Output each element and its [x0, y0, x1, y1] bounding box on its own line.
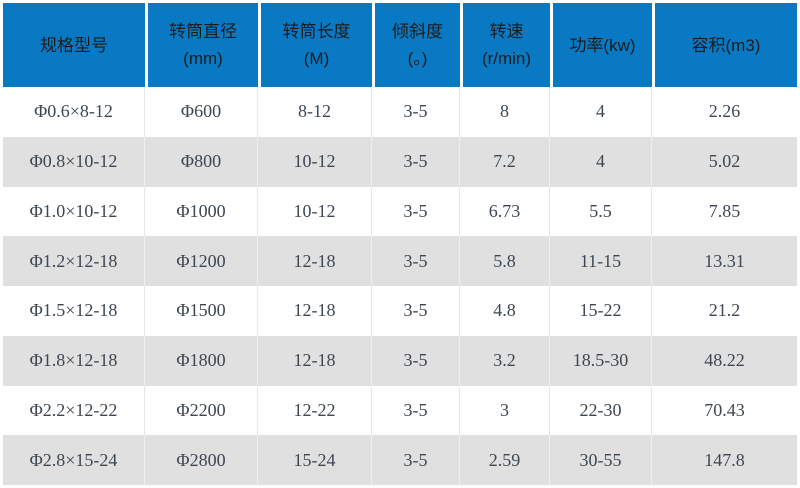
table-cell: 5.02	[652, 136, 797, 187]
table-cell: 12-18	[258, 236, 372, 286]
table-cell: 13.31	[652, 236, 797, 286]
table-cell: 147.8	[652, 435, 797, 485]
table-cell: 8	[460, 87, 550, 137]
table-cell: 11-15	[550, 236, 652, 286]
table-cell: 8-12	[258, 87, 372, 137]
header-sublabel: (。)	[407, 49, 428, 68]
table-cell: 15-22	[550, 286, 652, 336]
table-cell: 3-5	[372, 335, 460, 386]
header-label: 转速	[489, 22, 524, 41]
table-cell: Φ1.5×12-18	[3, 286, 145, 336]
table-cell: 3.2	[460, 335, 550, 386]
header-label: 转筒长度	[282, 22, 351, 41]
table-cell: 30-55	[550, 435, 652, 485]
table-cell: Φ0.8×10-12	[3, 136, 145, 187]
table-cell: 22-30	[550, 385, 652, 436]
table-cell: 3-5	[372, 136, 460, 187]
table-cell: Φ1500	[145, 286, 258, 336]
table-cell: 48.22	[652, 335, 797, 386]
table-cell: 6.73	[460, 186, 550, 237]
table-cell: 3-5	[372, 385, 460, 436]
table-cell: 4.8	[460, 286, 550, 336]
header-cell-spec-model: 规格型号	[3, 3, 145, 87]
header-label: 功率(kw)	[569, 35, 636, 55]
table-cell: Φ2200	[145, 385, 258, 436]
table-cell: 4	[550, 136, 652, 187]
header-cell-rotation-speed: 转速 (r/min)	[460, 3, 550, 87]
header-label: 转筒直径	[169, 22, 237, 41]
table-cell: 5.8	[460, 236, 550, 286]
header-cell-incline: 倾斜度 (。)	[372, 3, 460, 87]
table-cell: 3-5	[372, 435, 460, 485]
table-cell: 10-12	[258, 186, 372, 237]
header-cell-drum-diameter: 转筒直径 (mm)	[145, 3, 258, 87]
table-cell: 5.5	[550, 186, 652, 237]
header-cell-power: 功率(kw)	[550, 3, 652, 87]
table-cell: 7.85	[652, 186, 797, 237]
table-cell: Φ2800	[145, 435, 258, 485]
table-cell: 3-5	[372, 286, 460, 336]
table-cell: Φ600	[145, 87, 258, 137]
header-label: 规格型号	[40, 35, 108, 55]
table-cell: Φ1.2×12-18	[3, 236, 145, 286]
table-cell: 3	[460, 385, 550, 436]
header-sublabel: (mm)	[183, 49, 223, 68]
table-cell: 2.26	[652, 87, 797, 137]
header-sublabel: (M)	[303, 49, 330, 68]
table-cell: 7.2	[460, 136, 550, 187]
table-cell: Φ0.6×8-12	[3, 87, 145, 137]
header-sublabel: (r/min)	[481, 49, 532, 68]
header-label: 倾斜度	[392, 22, 443, 41]
table-cell: 3-5	[372, 236, 460, 286]
table-cell: 10-12	[258, 136, 372, 187]
table-cell: 15-24	[258, 435, 372, 485]
table-cell: 18.5-30	[550, 335, 652, 386]
table-cell: 3-5	[372, 186, 460, 237]
table-cell: Φ800	[145, 136, 258, 187]
table-cell: Φ1200	[145, 236, 258, 286]
table-cell: 70.43	[652, 385, 797, 436]
table-cell: 12-18	[258, 335, 372, 386]
header-label: 容积(m3)	[691, 35, 761, 55]
table-cell: Φ1000	[145, 186, 258, 237]
table-cell: 2.59	[460, 435, 550, 485]
header-cell-volume: 容积(m3)	[652, 3, 797, 87]
table-cell: 12-22	[258, 385, 372, 436]
table-cell: Φ1800	[145, 335, 258, 386]
table-cell: 3-5	[372, 87, 460, 137]
table-cell: Φ1.0×10-12	[3, 186, 145, 237]
table-cell: 21.2	[652, 286, 797, 336]
table-cell: Φ1.8×12-18	[3, 335, 145, 386]
header-cell-drum-length: 转筒长度 (M)	[258, 3, 372, 87]
table-cell: 4	[550, 87, 652, 137]
table-cell: 12-18	[258, 286, 372, 336]
table-cell: Φ2.8×15-24	[3, 435, 145, 485]
table-cell: Φ2.2×12-22	[3, 385, 145, 436]
